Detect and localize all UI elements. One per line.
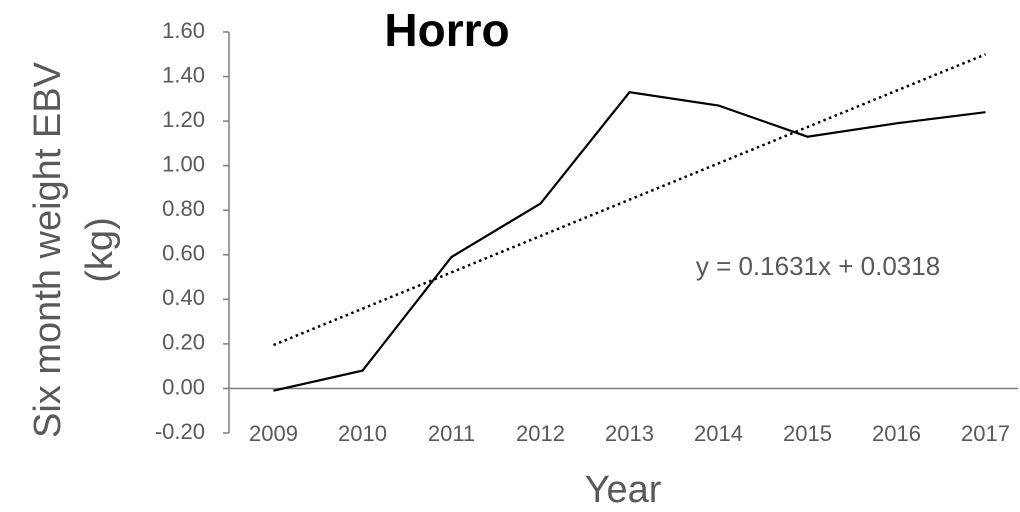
y-tick-label: 0.00: [162, 374, 205, 399]
data-line: [273, 90, 986, 392]
y-tick-label: 0.20: [162, 330, 205, 355]
x-tick-label: 2009: [249, 421, 298, 446]
x-axis-label: Year: [585, 469, 662, 511]
y-tick-label: 0.40: [162, 285, 205, 310]
chart-title: Horro: [384, 4, 509, 56]
y-tick-label: 1.60: [162, 18, 205, 43]
x-tick-label: 2017: [961, 421, 1010, 446]
trendline: [273, 53, 986, 347]
x-tick-label: 2014: [694, 421, 743, 446]
y-tick-label: -0.20: [155, 419, 205, 444]
trendline-equation: y = 0.1631x + 0.0318: [696, 251, 940, 281]
y-tick-label: 1.40: [162, 62, 205, 87]
y-tick-label: 1.20: [162, 107, 205, 132]
x-tick-label: 2011: [428, 421, 475, 446]
y-tick-label: 0.60: [162, 241, 205, 266]
x-tick-label: 2015: [783, 421, 832, 446]
x-tick-label: 2013: [605, 421, 654, 446]
y-tick-label: 1.00: [162, 151, 205, 176]
y-axis-label: (kg): [79, 217, 121, 282]
x-tick-label: 2016: [872, 421, 921, 446]
x-tick-label: 2012: [516, 421, 565, 446]
y-tick-label: 0.80: [162, 196, 205, 221]
y-axis-label: Six month weight EBV: [27, 61, 69, 438]
x-tick-label: 2010: [338, 421, 387, 446]
